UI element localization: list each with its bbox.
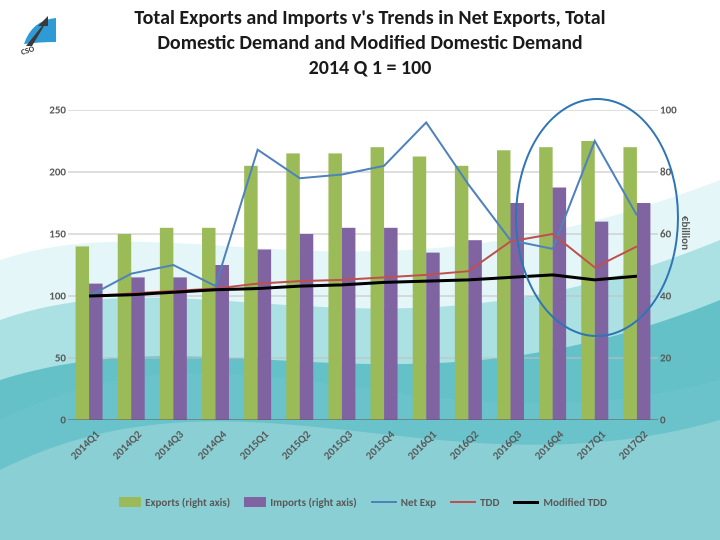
legend-line (513, 501, 539, 504)
x-tick-label: 2017Q1 (574, 428, 608, 462)
slide-title: Total Exports and Imports v's Trends in … (70, 6, 670, 81)
y-left-tick: 0 (38, 414, 66, 427)
y-right-tick: 100 (660, 104, 688, 117)
legend-swatch (119, 497, 141, 507)
bar (413, 157, 426, 421)
x-tick-label: 2016Q4 (532, 428, 566, 462)
bar (455, 166, 468, 420)
legend-item: Modified TDD (513, 496, 606, 509)
legend-item: Exports (right axis) (119, 496, 230, 509)
legend-label: Exports (right axis) (145, 496, 230, 509)
title-line: Total Exports and Imports v's Trends in … (70, 6, 670, 31)
bar (300, 234, 313, 420)
y-right-tick: 20 (660, 352, 688, 365)
title-line: 2014 Q 1 = 100 (70, 56, 670, 81)
legend: Exports (right axis) Imports (right axis)… (68, 490, 658, 514)
bar (76, 246, 89, 420)
x-tick-label: 2016Q1 (405, 428, 439, 462)
y-right-tick: 0 (660, 414, 688, 427)
legend-label: Modified TDD (543, 496, 606, 509)
x-tick-label: 2015Q1 (237, 428, 271, 462)
chart: 050100150200250 020406080100 €billion 20… (38, 100, 686, 520)
bar (173, 277, 186, 420)
bar (328, 153, 341, 420)
bar (426, 253, 439, 420)
y-left-tick: 100 (38, 290, 66, 303)
x-tick-label: 2015Q3 (321, 428, 355, 462)
cso-logo: CSO (18, 12, 62, 56)
legend-swatch (244, 497, 266, 507)
bar (244, 166, 257, 420)
title-line: Domestic Demand and Modified Domestic De… (70, 31, 670, 56)
x-tick-label: 2014Q1 (68, 428, 102, 462)
y-axis-left: 050100150200250 (38, 110, 66, 420)
bar (258, 250, 271, 421)
y-left-tick: 200 (38, 166, 66, 179)
legend-label: Net Exp (401, 496, 436, 509)
legend-item: Imports (right axis) (244, 496, 357, 509)
legend-item: Net Exp (371, 496, 436, 509)
y-left-tick: 150 (38, 228, 66, 241)
bar (89, 284, 102, 420)
x-tick-label: 2014Q2 (110, 428, 144, 462)
legend-item: TDD (450, 496, 499, 509)
x-tick-label: 2017Q2 (616, 428, 650, 462)
legend-label: TDD (480, 496, 499, 509)
y-left-tick: 250 (38, 104, 66, 117)
bar (384, 228, 397, 420)
right-axis-title: €billion (679, 216, 692, 250)
x-tick-label: 2015Q2 (279, 428, 313, 462)
y-right-tick: 40 (660, 290, 688, 303)
annotation-ellipse (515, 98, 679, 338)
bar (118, 234, 131, 420)
x-tick-label: 2014Q4 (194, 428, 228, 462)
svg-text:CSO: CSO (20, 44, 36, 56)
bar (131, 277, 144, 420)
slide: CSO Total Exports and Imports v's Trends… (0, 0, 720, 540)
bar (202, 228, 215, 420)
x-tick-label: 2016Q2 (447, 428, 481, 462)
bar (497, 150, 510, 420)
legend-line (371, 501, 397, 503)
x-tick-label: 2014Q3 (152, 428, 186, 462)
bar (342, 228, 355, 420)
x-tick-label: 2015Q4 (363, 428, 397, 462)
legend-label: Imports (right axis) (270, 496, 357, 509)
x-axis-labels: 2014Q12014Q22014Q32014Q42015Q12015Q22015… (68, 422, 658, 482)
legend-line (450, 501, 476, 503)
x-tick-label: 2016Q3 (489, 428, 523, 462)
bar (160, 228, 173, 420)
y-left-tick: 50 (38, 352, 66, 365)
